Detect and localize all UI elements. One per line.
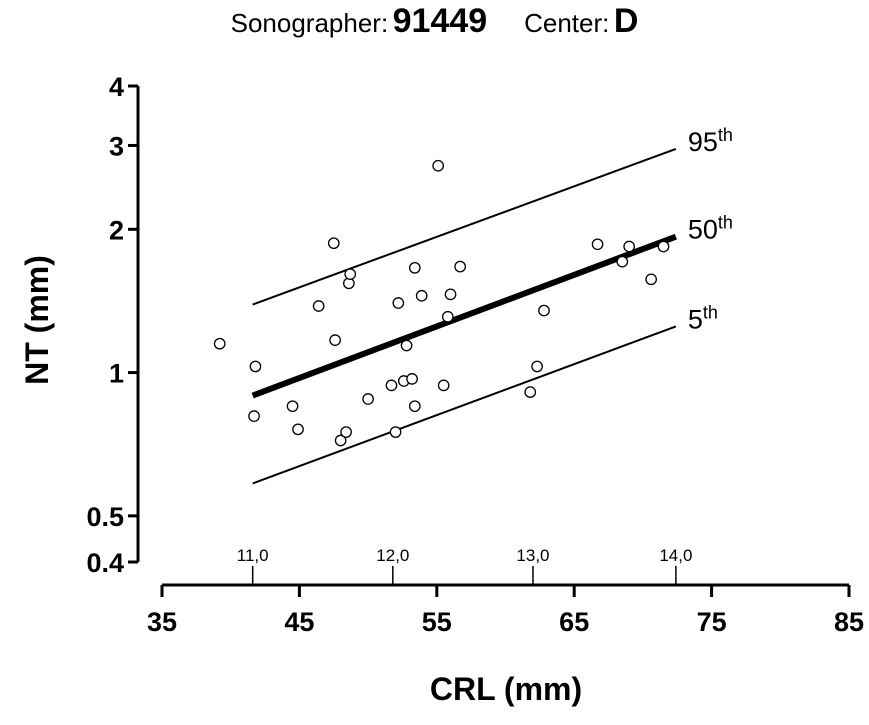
percentile-line-95 [252,148,677,306]
data-point [441,310,454,323]
x-tick-label: 75 [697,607,727,637]
data-point [538,304,550,317]
ga-tick-label: 14,0 [659,546,692,565]
data-point [389,426,402,438]
data-point [415,289,428,302]
y-axis: 0.4 0.5 1 2 3 4 [86,72,140,578]
x-tick-label: 65 [559,607,589,637]
data-point [657,240,670,253]
data-point [292,423,304,436]
x-tick-label: 35 [147,607,177,637]
data-point [444,288,457,301]
y-tick-label: 0.4 [86,548,124,578]
data-points [213,159,670,447]
data-point [400,339,413,352]
data-point [329,334,341,346]
chart-title: Sonographer: 91449 Center: D [0,2,869,41]
data-point [408,400,421,413]
data-point [406,373,418,385]
ga-tick-label: 12,0 [376,546,409,565]
data-point [454,260,467,273]
data-point [344,268,357,280]
center-label: Center: [524,8,610,38]
percentile-label-5: 5th [688,302,718,334]
data-point [392,297,405,309]
data-point [616,255,629,268]
x-axis-label: CRL (mm) [430,671,582,707]
data-point [334,434,347,447]
ga-tick-label: 11,0 [237,546,269,565]
y-tick-label: 4 [109,72,124,102]
percentile-label-50: 50th [688,213,733,245]
data-point [623,240,636,253]
percentile-label-95: 95th [688,125,733,157]
percentile-line-5 [252,325,677,485]
data-point [248,410,260,422]
x-tick-label: 45 [284,607,314,637]
data-point [249,360,262,373]
data-point [408,261,421,274]
data-point [524,386,537,398]
data-point [645,273,657,286]
y-tick-label: 3 [109,131,124,161]
data-point [531,360,543,373]
data-point [385,379,398,392]
y-tick-label: 1 [109,359,124,389]
data-point [591,238,604,251]
y-tick-label: 0.5 [86,502,124,532]
percentile-line-50 [251,233,677,399]
data-point [362,393,374,405]
y-axis-label: NT (mm) [19,255,55,385]
percentile-lines: 95th 50th 5th [251,125,733,485]
y-tick-label: 2 [109,215,124,245]
x-tick-label: 55 [422,607,452,637]
data-point [432,159,445,172]
sonographer-label: Sonographer: [230,8,389,38]
data-point [312,300,325,312]
center-id: D [613,2,639,40]
x-tick-label: 85 [834,607,864,637]
data-point [213,337,226,350]
ga-tick-label: 13,0 [516,546,549,565]
data-point [437,379,450,392]
data-point [340,426,352,438]
sonographer-id: 91449 [392,2,488,40]
x-axis: 35 45 55 65 75 85 11,0 12,0 13,0 14,0 [147,546,864,637]
data-point [327,237,340,250]
data-point [286,400,299,413]
